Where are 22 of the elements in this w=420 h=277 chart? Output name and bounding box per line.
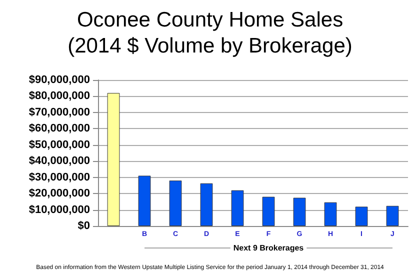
bar	[231, 190, 244, 226]
y-tick-label: $40,000,000	[28, 155, 90, 168]
bar	[107, 92, 120, 226]
y-tick-label: $10,000,000	[28, 204, 90, 216]
bar	[293, 198, 306, 226]
bar	[138, 176, 151, 226]
y-tick-label: $0	[78, 220, 90, 232]
y-tick-label: $60,000,000	[28, 122, 90, 135]
bar	[355, 206, 368, 226]
y-tick-label: $70,000,000	[28, 106, 90, 118]
y-tick-label: $50,000,000	[28, 138, 90, 151]
bar	[262, 196, 275, 226]
bar	[200, 183, 213, 226]
y-tick-label: $30,000,000	[28, 171, 90, 184]
bar	[169, 180, 182, 226]
y-tick-label: $20,000,000	[28, 188, 90, 200]
y-tick-label: $90,000,000	[28, 74, 90, 86]
y-tick-label: $80,000,000	[28, 90, 90, 102]
chart-title: Oconee County Home Sales (2014 $ Volume by Brokerage)	[68, 8, 352, 58]
bar	[324, 202, 337, 226]
bar	[386, 206, 399, 226]
text: Next 9 Brokerages	[233, 244, 304, 252]
